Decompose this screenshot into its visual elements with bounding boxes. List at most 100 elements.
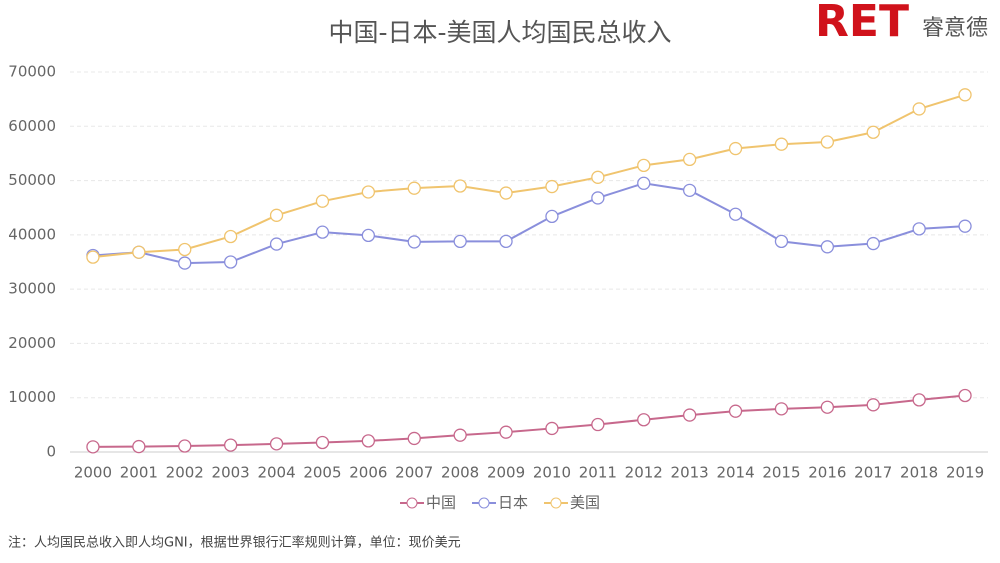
point [912,393,926,407]
point [361,228,376,243]
point [774,234,789,249]
x-tick-label: 2003 [212,464,250,482]
point [269,208,284,222]
point [178,242,192,257]
y-tick-label: 60000 [8,117,56,135]
point [223,229,238,244]
legend-marker [478,497,490,509]
legend-label: 中国 [426,494,456,512]
point [223,255,238,269]
x-tick-label: 2002 [166,464,204,482]
y-tick-label: 70000 [8,63,56,81]
y-tick-label: 40000 [8,225,56,243]
point [178,256,192,270]
point [683,408,697,422]
y-tick-label: 20000 [8,334,56,352]
point [269,237,284,251]
point [866,398,880,412]
logo-name: 睿意德 [922,16,988,41]
point [958,219,972,233]
x-tick-label: 2007 [395,464,433,482]
x-tick-label: 2018 [900,464,938,482]
point [545,421,559,436]
point [315,435,330,450]
point [178,439,192,453]
y-tick-label: 10000 [8,388,56,406]
x-tick-label: 2005 [303,464,341,482]
point [728,404,743,418]
x-tick-label: 2012 [625,464,663,482]
chart-title: 中国-日本-美国人均国民总收入 [328,18,671,47]
x-tick-label: 2016 [808,464,846,482]
point [774,402,789,416]
series-line [92,182,966,265]
point [683,183,697,197]
point [315,225,330,239]
x-tick-label: 2006 [349,464,387,482]
point [912,102,926,116]
point [545,209,559,224]
point [223,438,238,452]
x-tick-label: 2015 [762,464,800,482]
point [132,439,146,454]
y-tick-label: 30000 [8,280,56,298]
point [728,207,743,221]
x-tick-label: 2008 [441,464,479,482]
legend-label: 日本 [498,494,528,512]
point [683,152,697,167]
y-tick-label: 50000 [8,171,56,189]
point [591,191,605,205]
point [958,388,972,403]
x-tick-label: 2000 [74,464,112,482]
series-line [92,394,966,448]
legend-marker [550,497,562,509]
point [637,158,651,173]
point [86,440,100,454]
point [820,240,834,254]
point [637,413,651,427]
x-tick-label: 2019 [946,464,984,482]
x-tick-label: 2001 [120,464,158,482]
point [912,222,926,236]
x-tick-label: 2014 [716,464,754,482]
point [866,125,880,139]
point [499,234,513,249]
point [591,417,605,432]
point [407,431,421,446]
x-tick-label: 2013 [671,464,709,482]
point [132,245,146,259]
point [453,179,467,193]
point [958,88,972,102]
point [499,186,513,200]
legend-marker [406,497,418,509]
point [637,176,651,190]
series-line [92,93,966,259]
x-tick-label: 2010 [533,464,571,482]
logo-brand: RET [815,0,909,47]
point [774,137,789,151]
point [269,437,284,451]
point [591,170,605,184]
x-tick-label: 2017 [854,464,892,482]
point [407,235,421,249]
point [866,236,880,251]
point [820,400,834,414]
x-tick-label: 2004 [257,464,295,482]
point [361,185,376,199]
x-tick-label: 2011 [579,464,617,482]
point [453,234,467,249]
point [728,141,743,156]
point [820,135,834,149]
point [315,194,330,208]
x-tick-label: 2009 [487,464,525,482]
legend-label: 美国 [570,494,600,512]
point [86,250,100,264]
y-tick-label: 0 [46,443,56,461]
point [407,181,421,195]
point [453,428,467,442]
point [361,434,376,448]
note: 注：人均国民总收入即人均GNI，根据世界银行汇率规则计算，单位：现价美元 [8,535,461,551]
point [545,179,559,194]
